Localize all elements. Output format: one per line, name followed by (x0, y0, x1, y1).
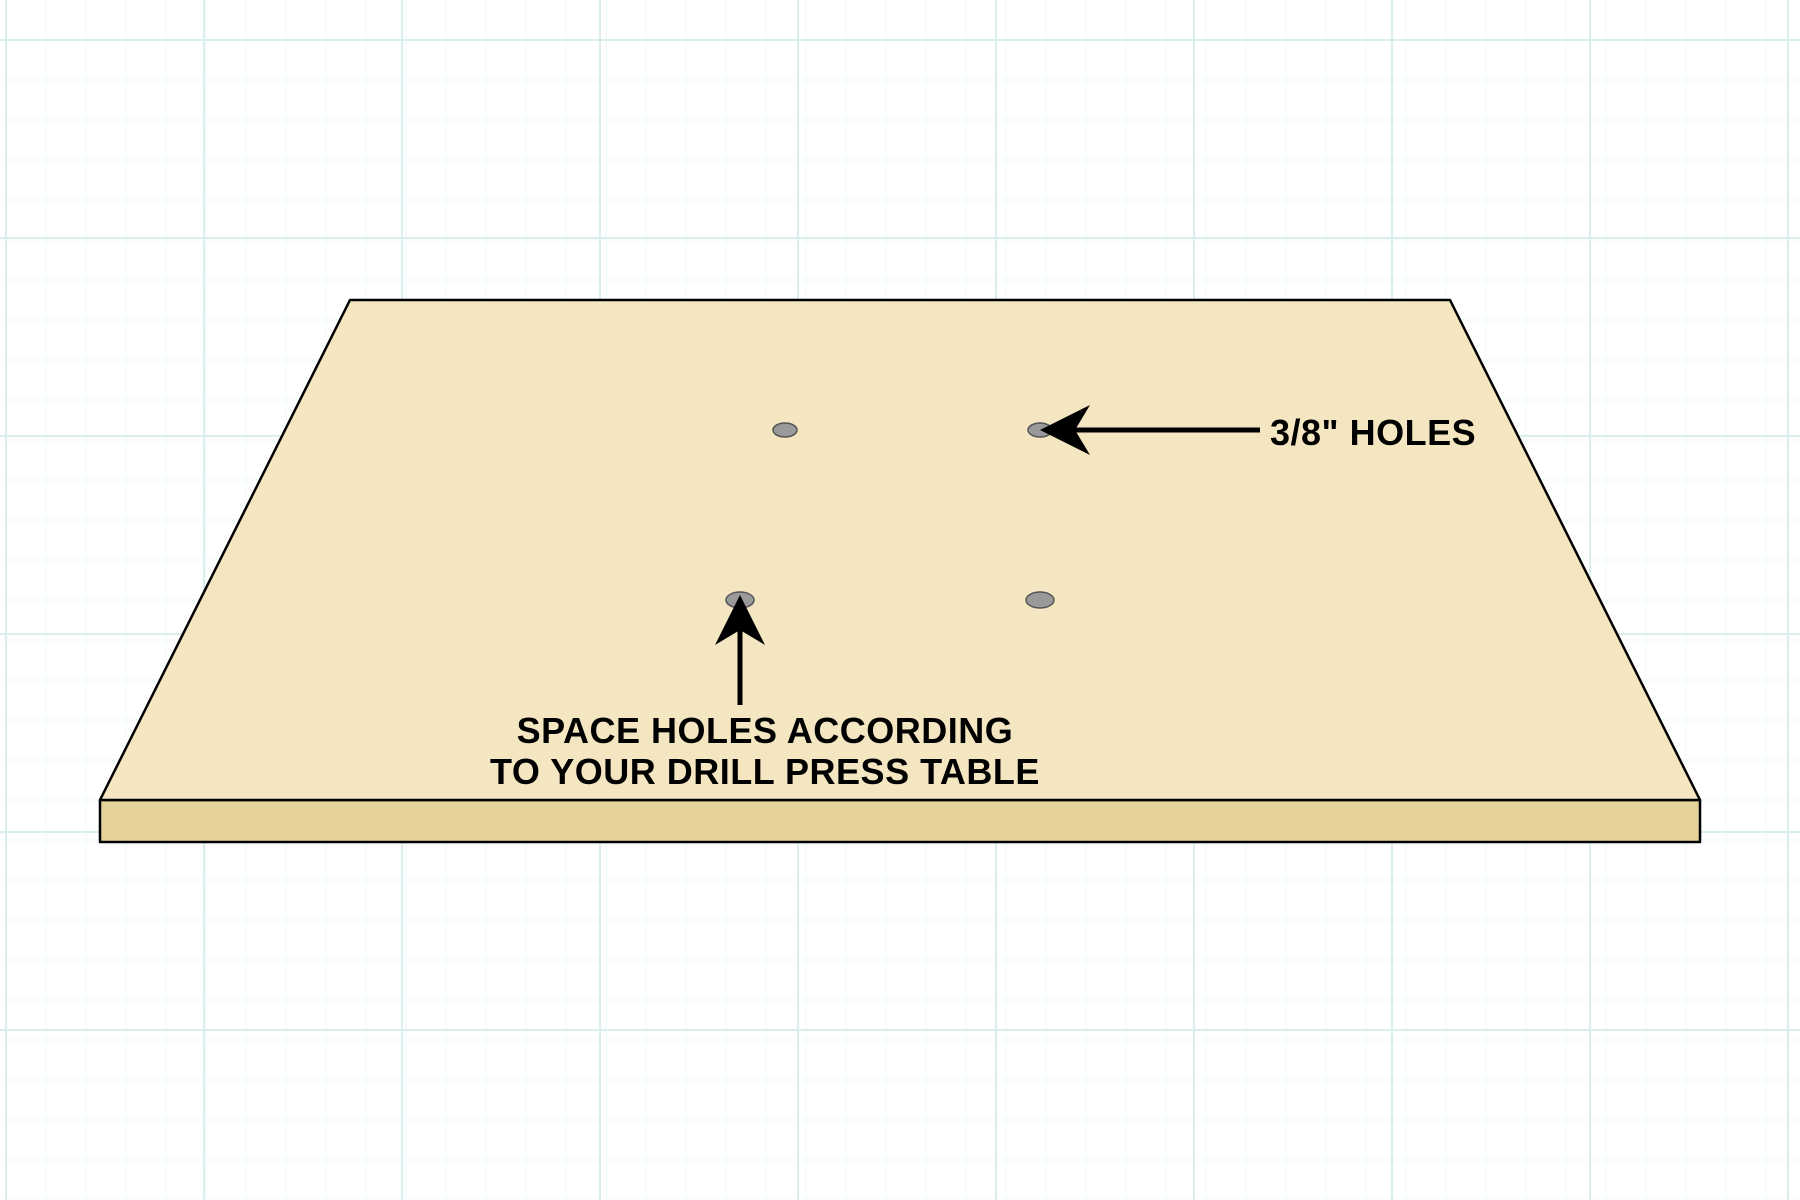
callout-label-spacing-note: SPACE HOLES ACCORDING TO YOUR DRILL PRES… (490, 710, 1040, 793)
diagram-canvas: 3/8" HOLES SPACE HOLES ACCORDING TO YOUR … (0, 0, 1800, 1200)
hole-bottom-right (1026, 592, 1054, 608)
hole-top-left (773, 423, 797, 437)
callout-label-holes-size: 3/8" HOLES (1270, 412, 1476, 453)
hole-bottom-left (726, 592, 754, 608)
hole-top-right (1028, 423, 1052, 437)
diagram-svg (0, 0, 1800, 1200)
board-front-edge (100, 800, 1700, 842)
